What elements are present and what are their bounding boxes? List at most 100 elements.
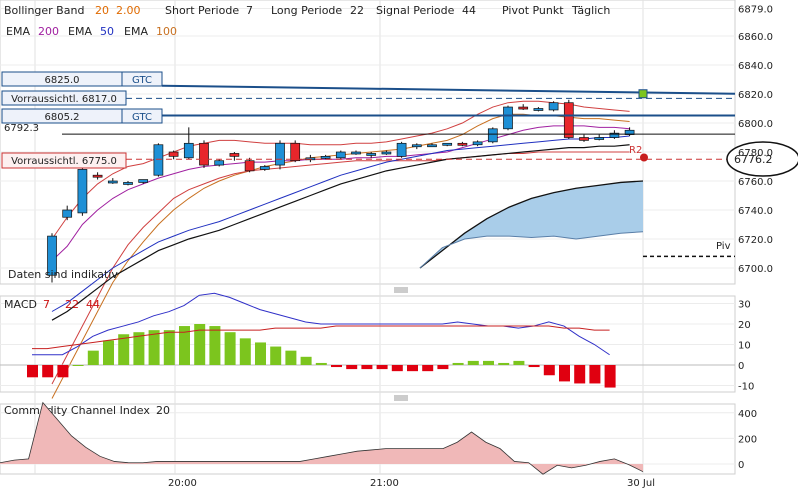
legend-ema3-val: 100 <box>156 25 177 38</box>
ichimoku-cloud <box>420 181 643 268</box>
order-mid-tag: GTC <box>132 112 152 123</box>
order-box-top[interactable]: 6825.0 GTC <box>1 71 163 87</box>
candle-up <box>153 144 164 176</box>
candles <box>47 99 635 283</box>
legend-signal-val: 44 <box>462 4 476 17</box>
candle-up <box>123 182 133 185</box>
candle-up <box>442 142 453 146</box>
order-marker <box>638 89 648 99</box>
cloud-upper-line <box>419 180 644 269</box>
candle-down <box>518 106 529 110</box>
candle-up <box>259 166 270 170</box>
macd-hist-bar <box>103 340 114 365</box>
legend-long-val: 22 <box>350 4 364 17</box>
candle-up <box>183 142 194 159</box>
macd-hist-bar <box>513 360 525 365</box>
candle-up <box>320 156 331 159</box>
candle-up <box>503 106 513 130</box>
order-top-tag: GTC <box>132 75 152 86</box>
candle-up <box>335 151 346 159</box>
expected-top-box[interactable]: Vorraussichtl. 6817.0 <box>1 90 127 106</box>
macd-hist-bar <box>224 332 236 365</box>
candle-down <box>199 142 209 166</box>
indicator-lines <box>51 100 630 399</box>
candle-up <box>214 160 225 166</box>
order-line-top <box>161 84 736 95</box>
macd-tick-label: 30 <box>738 300 751 311</box>
panel-resize-handle-2[interactable] <box>394 395 408 401</box>
macd-hist-bar <box>163 330 175 365</box>
candle-up <box>47 235 57 276</box>
order-mid-price: 6805.2 <box>45 112 80 123</box>
macd-tick-label: 10 <box>738 341 751 352</box>
macd-hist-bar <box>270 346 282 365</box>
panel-frame <box>0 403 736 475</box>
candle-up <box>411 144 422 148</box>
candle-up <box>77 169 88 214</box>
cci-tick-label: 0 <box>738 460 744 471</box>
candle-up <box>487 128 498 143</box>
legend-long-label: Long Periode <box>271 4 342 17</box>
expected-bottom-box[interactable]: Vorraussichtl. 6775.0 <box>1 152 127 169</box>
cci-tick-label: 200 <box>738 434 757 445</box>
cci-label: Commodity Channel Index <box>4 404 150 417</box>
legend-ema1-label: EMA <box>6 25 30 38</box>
candle-up <box>366 153 377 156</box>
macd-hist-bar <box>285 350 297 365</box>
macd-hist-bar <box>72 365 84 366</box>
macd-hist-bar <box>57 365 69 378</box>
price-tick-label: 6800.0 <box>738 119 773 130</box>
candle-up <box>396 142 407 157</box>
candle-up <box>533 108 544 111</box>
cci-param: 20 <box>156 404 170 417</box>
macd-hist-bar <box>391 365 403 372</box>
candle-down <box>168 151 179 157</box>
price-tick-label: 6840.0 <box>738 61 773 72</box>
axes: 6700.0 6720.0 6740.0 6760.0 6780.0 6800.0 6820… <box>168 4 773 489</box>
macd-hist-bar <box>27 365 38 378</box>
macd-p3: 44 <box>86 298 100 311</box>
order-box-mid[interactable]: 6805.2 GTC <box>1 108 163 124</box>
trend-line <box>51 144 630 321</box>
candle-up <box>275 142 285 166</box>
legend-bollinger-p2: 2.00 <box>116 4 141 17</box>
time-tick-label: 21:00 <box>370 478 399 489</box>
order-lines[interactable] <box>62 84 736 258</box>
candle-down <box>290 142 301 162</box>
partial-price-label: 6792.3 <box>4 123 39 134</box>
legend-bollinger-p1: 20 <box>95 4 109 17</box>
ema50-line <box>51 135 630 312</box>
time-tick-label: 30 Jul <box>627 478 655 489</box>
cci-panel <box>0 401 644 475</box>
macd-hist-bar <box>87 350 99 365</box>
macd-hist-bar <box>574 365 586 384</box>
macd-hist-bar <box>437 365 449 370</box>
panel-frame <box>0 0 736 285</box>
macd-hist-bar <box>376 365 388 370</box>
candle-up <box>594 137 605 140</box>
candle-up <box>381 151 392 155</box>
macd-hist-bar <box>407 365 418 372</box>
candle-up <box>548 102 559 111</box>
candle-up <box>138 179 149 183</box>
candle-down <box>457 142 468 146</box>
candle-down <box>579 137 589 141</box>
macd-hist-bar <box>543 365 555 376</box>
price-tick-label: 6720.0 <box>738 235 773 246</box>
panel-resize-handle-1[interactable] <box>394 287 408 293</box>
ema200-line <box>51 125 630 262</box>
macd-signal-line <box>32 325 610 350</box>
macd-hist-bar <box>209 326 221 365</box>
expected-bottom-text: Vorraussichtl. 6775.0 <box>11 156 117 167</box>
candle-down <box>244 160 255 172</box>
bollinger-upper-line <box>51 100 630 240</box>
candle-up <box>609 132 620 138</box>
indicative-note: Daten sind indikativ <box>8 268 118 281</box>
bollinger-lower-line <box>51 151 630 385</box>
cloud-lower-line <box>419 231 644 269</box>
legend-ema2-val: 50 <box>100 25 114 38</box>
macd-hist-bar <box>528 365 540 368</box>
macd-label: MACD <box>4 298 37 311</box>
candle-up <box>107 180 118 184</box>
